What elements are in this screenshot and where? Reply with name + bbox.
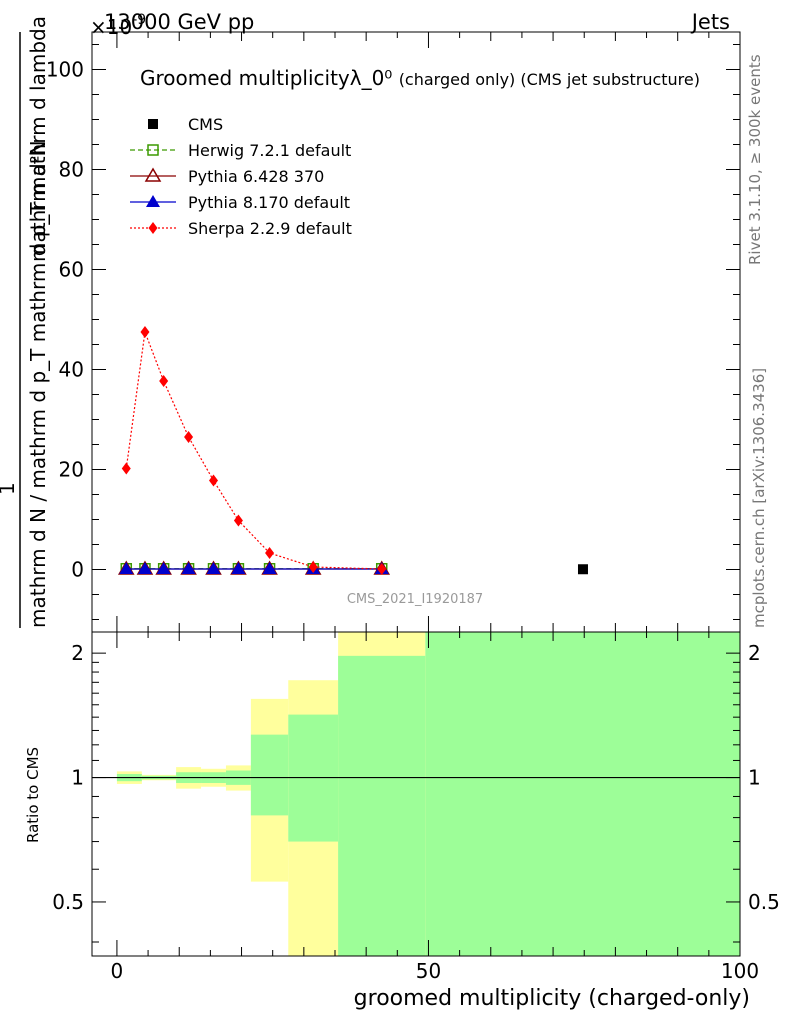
ratio-y-tick-label: 0.5 (52, 890, 84, 914)
data-point (137, 562, 152, 574)
main-series (117, 326, 588, 575)
data-point (181, 562, 196, 574)
ratio-y-tick-label-right: 2 (748, 641, 761, 665)
ratio-y-tick-label: 2 (71, 641, 84, 665)
legend-entry: CMS (148, 115, 223, 134)
header-left: 13000 GeV pp (104, 10, 254, 34)
legend-entry: Herwig 7.2.1 default (130, 141, 351, 160)
ratio-ticks: 0.5 0.51 12 20 50 100 (52, 32, 780, 983)
data-point (262, 562, 277, 574)
y-axis-label-denominator: mathrm d N / mathrm d p_T mathrm d p_T m… (26, 16, 50, 628)
y-axis-label-prefix: 1 (0, 482, 19, 495)
ratio-y-tick-label-right: 1 (748, 766, 761, 790)
ratio-band-inner (338, 655, 426, 956)
data-point (156, 562, 171, 574)
data-point (209, 474, 218, 487)
x-axis-label: groomed multiplicity (charged-only) (354, 986, 750, 1011)
ratio-y-label: Ratio to CMS (24, 747, 42, 843)
legend-marker (148, 119, 158, 129)
legend: CMS Herwig 7.2.1 default Pythia 6.428 370 P… (130, 115, 352, 238)
legend-label: Sherpa 2.2.9 default (188, 219, 352, 238)
ratio-band-inner (425, 632, 740, 956)
main-y-ticks: 0 20 40 60 80 100 (46, 44, 740, 620)
ratio-y-tick-label-right: 0.5 (748, 890, 780, 914)
data-point (121, 462, 131, 475)
ratio-band-inner (250, 734, 289, 816)
data-point (308, 561, 318, 573)
y-tick-label: 20 (59, 458, 84, 482)
legend-marker (144, 167, 162, 182)
data-point (140, 326, 150, 338)
rivet-label: Rivet 3.1.10, ≥ 300k events (746, 54, 764, 265)
data-point (233, 514, 243, 527)
y-exponent: ×10-9 (90, 12, 146, 39)
x-tick-label: 100 (721, 959, 759, 983)
series-0 (577, 564, 588, 575)
y-tick-label: 0 (71, 558, 84, 582)
legend-entry: Sherpa 2.2.9 default (130, 219, 352, 238)
header-right: Jets (690, 10, 730, 34)
chart-title: Groomed multiplicityλ_0⁰ (charged only) … (140, 66, 700, 90)
data-point (377, 563, 387, 575)
legend-label: CMS (188, 115, 223, 134)
series-4 (121, 326, 387, 575)
y-tick-label: 80 (59, 158, 84, 182)
data-point (231, 562, 246, 574)
data-point (159, 375, 169, 387)
legend-marker (148, 222, 158, 234)
y-tick-label: 100 (46, 58, 84, 82)
legend-label: Herwig 7.2.1 default (188, 141, 351, 160)
legend-marker (147, 144, 159, 156)
legend-marker (146, 195, 160, 207)
ratio-y-tick-label: 1 (71, 766, 84, 790)
data-point (577, 564, 588, 575)
data-point (206, 562, 221, 574)
legend-label: Pythia 8.170 default (188, 193, 350, 212)
ratio-panel: 0.5 0.51 12 20 50 100 Ratio to CMS groomed mu… (24, 32, 780, 1011)
series-line (125, 331, 382, 570)
x-tick-label: 50 (416, 959, 441, 983)
x-tick-label: 0 (111, 959, 124, 983)
mcplots-label: mcplots.cern.ch [arXiv:1306.3436] (750, 368, 768, 628)
data-point (265, 547, 275, 559)
ratio-frame (91, 631, 741, 957)
y-tick-label: 60 (59, 258, 84, 282)
data-point (184, 431, 194, 443)
legend-entry: Pythia 6.428 370 (130, 167, 324, 186)
data-point (119, 562, 134, 574)
y-tick-label: 40 (59, 358, 84, 382)
y-axis-label-numerator: mathrm d²N (26, 140, 50, 262)
ratio-bands (92, 632, 740, 956)
legend-entry: Pythia 8.170 default (130, 193, 350, 212)
legend-label: Pythia 6.428 370 (188, 167, 324, 186)
main-panel: Groomed multiplicityλ_0⁰ (charged only) … (46, 31, 741, 633)
watermark: CMS_2021_I1920187 (347, 592, 483, 607)
